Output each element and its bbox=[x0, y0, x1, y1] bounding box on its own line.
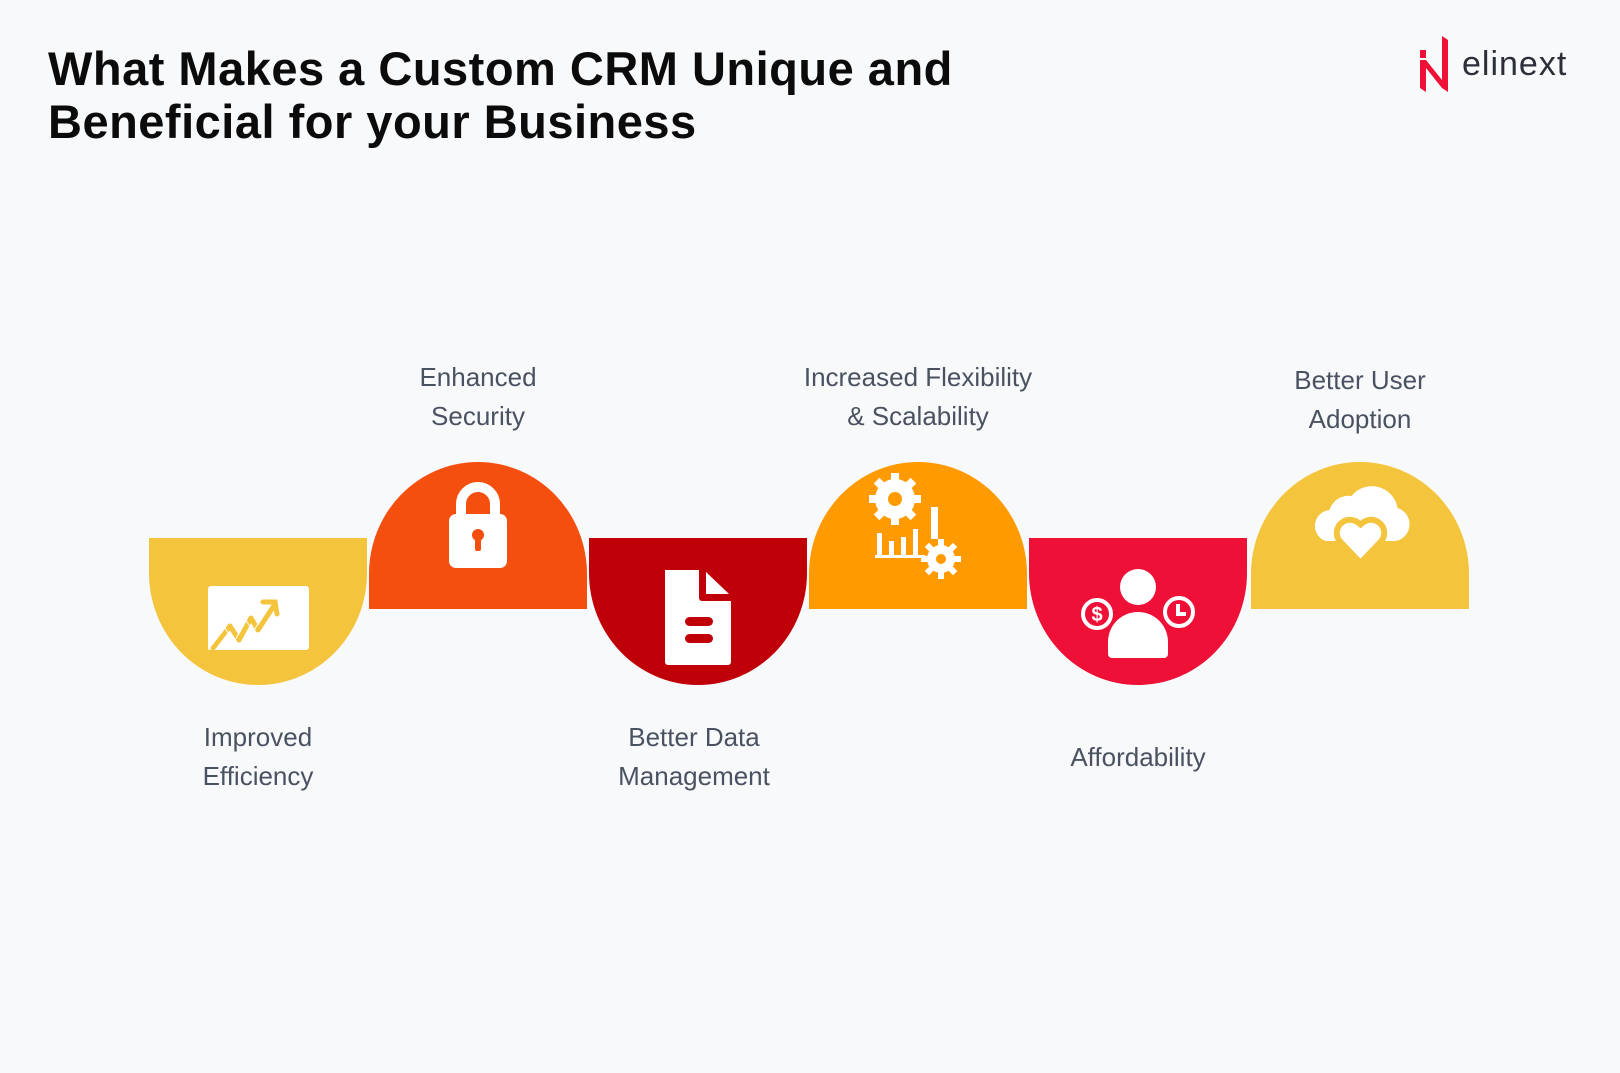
chart-growth-icon bbox=[207, 585, 309, 650]
label-line: Efficiency bbox=[202, 761, 314, 791]
step-shape-enhanced-security bbox=[369, 462, 587, 609]
step-shape-improved-efficiency bbox=[149, 538, 367, 685]
label-line: & Scalability bbox=[847, 401, 989, 431]
label-line: Better Data bbox=[628, 722, 760, 752]
user-money-time-icon: $ bbox=[1081, 568, 1195, 658]
step-label-better-user-adoption: Better User Adoption bbox=[1210, 361, 1510, 439]
document-icon bbox=[665, 569, 731, 665]
label-line: Better User bbox=[1294, 365, 1426, 395]
label-line: Affordability bbox=[1070, 742, 1206, 772]
page-title: What Makes a Custom CRM Unique and Benefi… bbox=[48, 42, 953, 148]
step-label-improved-efficiency: Improved Efficiency bbox=[108, 718, 408, 796]
logo-text: elinext bbox=[1462, 44, 1568, 83]
logo-mark-icon bbox=[1420, 36, 1448, 92]
label-line: Adoption bbox=[1308, 404, 1412, 434]
cloud-heart-icon bbox=[1314, 485, 1410, 566]
label-line: Management bbox=[618, 761, 770, 791]
title-line-2: Beneficial for your Business bbox=[48, 95, 697, 148]
step-label-affordability: Affordability bbox=[988, 738, 1288, 777]
step-shape-better-user-adoption bbox=[1251, 462, 1469, 609]
svg-text:$: $ bbox=[1091, 604, 1102, 626]
title-line-1: What Makes a Custom CRM Unique and bbox=[48, 42, 953, 95]
elinext-logo: elinext bbox=[1420, 36, 1567, 92]
label-line: Increased Flexibility bbox=[803, 362, 1033, 392]
step-label-flexibility-scalability: Increased Flexibility & Scalability bbox=[768, 358, 1068, 436]
gears-chart-icon bbox=[869, 472, 961, 579]
step-label-better-data-management: Better Data Management bbox=[544, 718, 844, 796]
step-label-enhanced-security: Enhanced Security bbox=[328, 358, 628, 436]
label-line: Enhanced bbox=[419, 362, 537, 392]
label-line: Security bbox=[431, 401, 525, 431]
step-shape-flexibility-scalability bbox=[809, 462, 1027, 609]
label-line: Improved bbox=[203, 722, 313, 752]
padlock-icon bbox=[449, 481, 507, 568]
step-shape-better-data-management bbox=[589, 538, 807, 685]
step-shape-affordability: $ bbox=[1029, 538, 1247, 685]
